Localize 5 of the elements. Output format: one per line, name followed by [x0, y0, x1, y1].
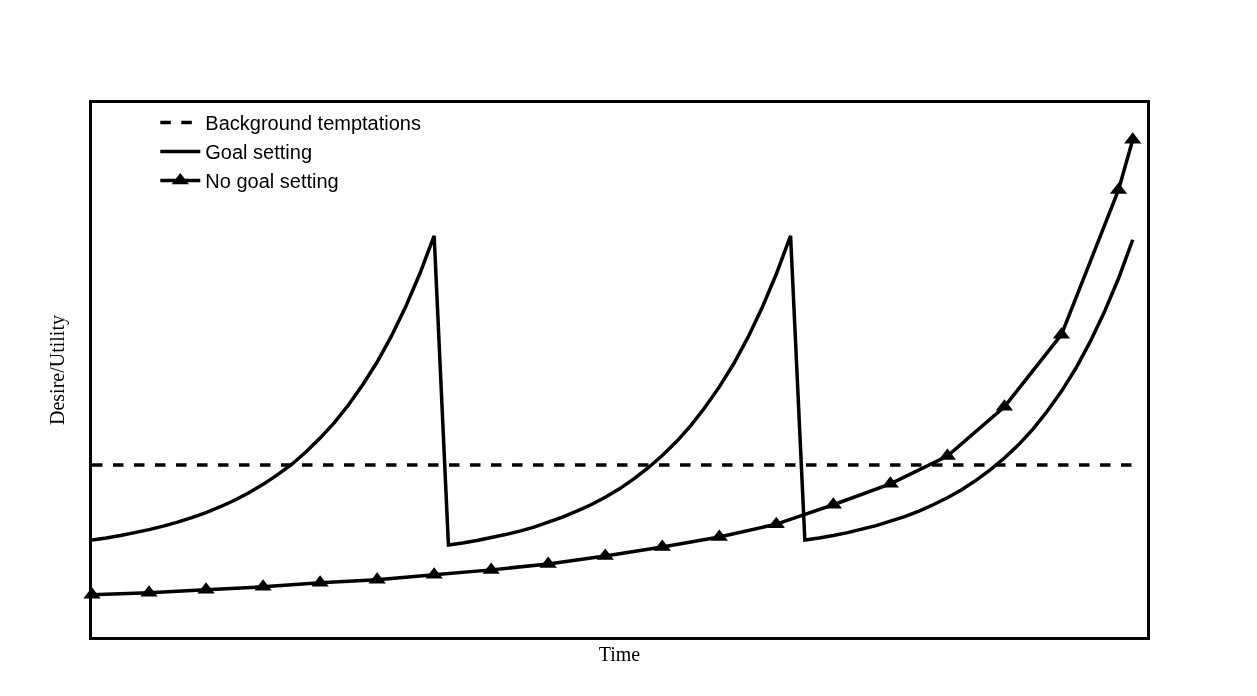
y-axis-title: Desire/Utility: [45, 315, 69, 425]
legend-label: Goal setting: [205, 141, 313, 164]
legend-label: Background temptations: [205, 112, 421, 135]
x-axis-title: Time: [598, 642, 641, 665]
legend-label: No goal setting: [205, 170, 339, 193]
